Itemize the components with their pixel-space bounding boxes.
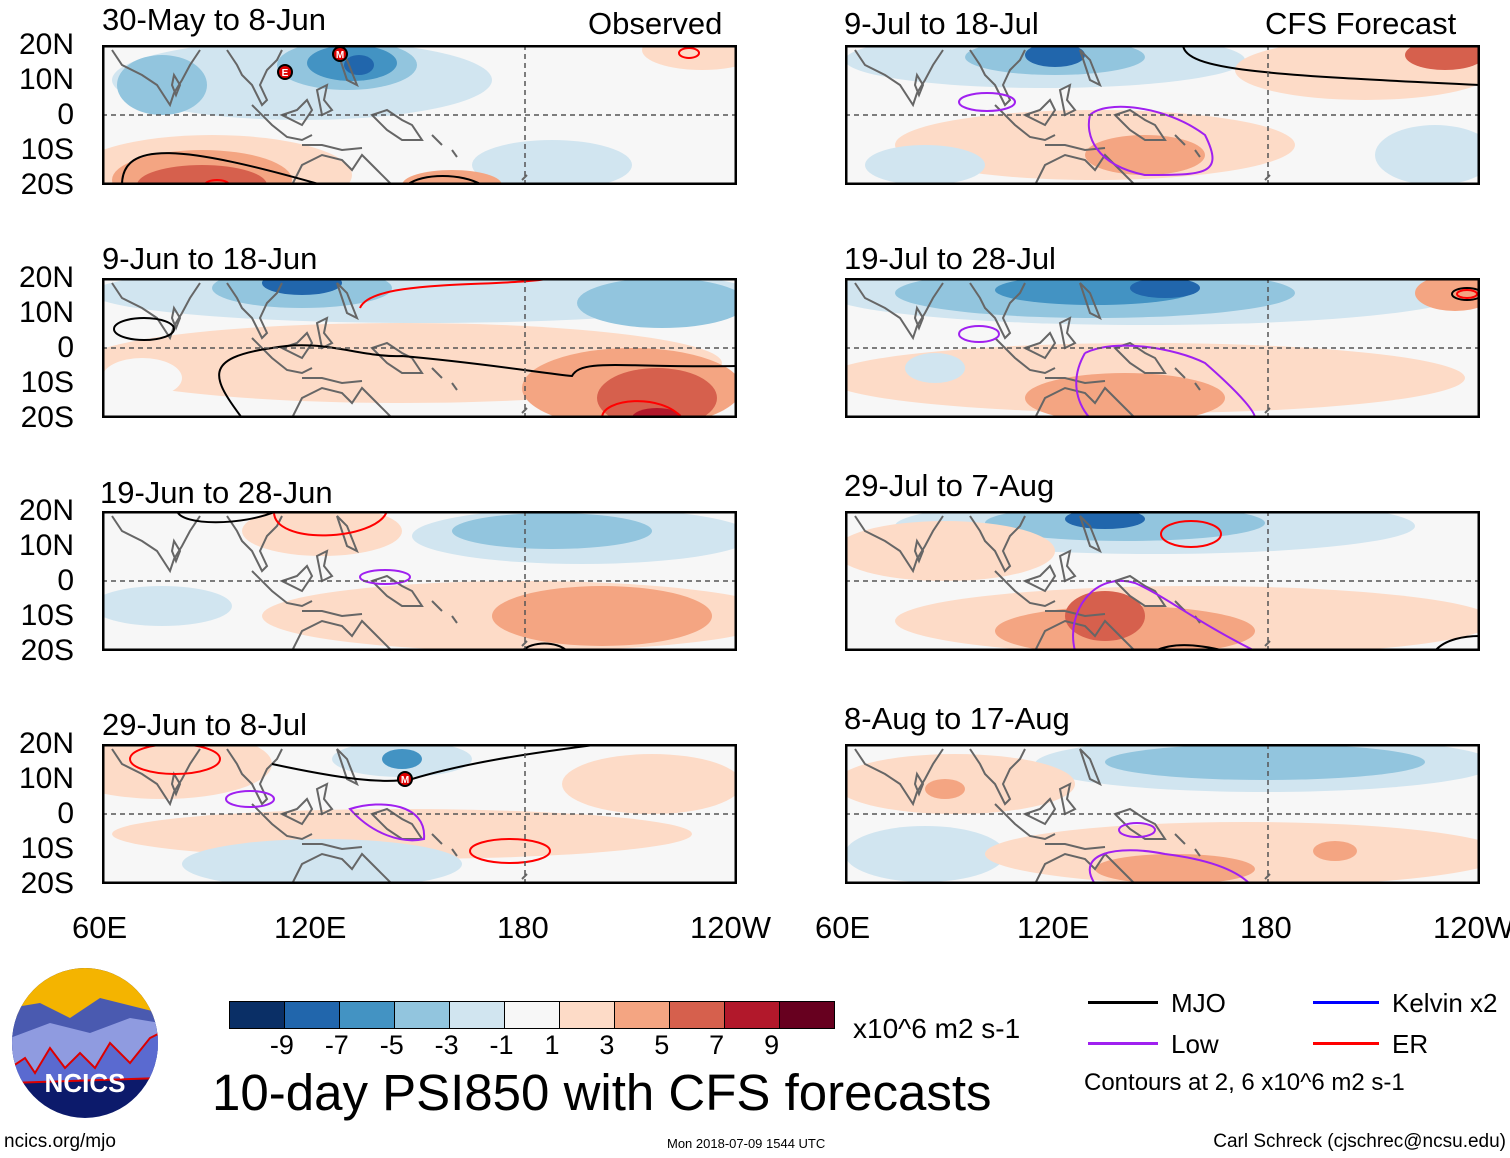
y-tick-label: 10N [18, 296, 74, 329]
colorbar-label: 7 [709, 1030, 725, 1060]
colorbar-label: -1 [489, 1030, 514, 1060]
panel-title: 30-May to 8-Jun [102, 2, 326, 37]
footer-credit: Carl Schreck (cjschrec@ncsu.edu) [1213, 1131, 1506, 1152]
y-tick-label: 0 [57, 797, 74, 830]
colorbar-label: 3 [599, 1030, 615, 1060]
colorbar-swatch [505, 1002, 560, 1028]
y-tick-label: 10S [20, 832, 74, 865]
map-panel-forecast-2 [845, 278, 1480, 418]
colorbar [229, 1001, 835, 1029]
colorbar-swatch [670, 1002, 725, 1028]
contour-note: Contours at 2, 6 x10^6 m2 s-1 [1084, 1069, 1405, 1096]
colorbar-swatch [560, 1002, 615, 1028]
panel-title: 29-Jun to 8-Jul [102, 707, 308, 742]
colorbar-label: -7 [324, 1030, 349, 1060]
colorbar-label: -3 [434, 1030, 459, 1060]
x-tick-label: 60E [815, 910, 871, 945]
map-panel-observed-3 [102, 511, 737, 651]
map-panel-forecast-4 [845, 744, 1480, 884]
panel-title: 9-Jun to 18-Jun [102, 241, 318, 276]
legend-line-mjo [1088, 1001, 1158, 1004]
colorbar-swatch [725, 1002, 780, 1028]
column-header-observed: Observed [588, 6, 723, 41]
y-tick-label: 0 [57, 98, 74, 131]
colorbar-label: -9 [269, 1030, 294, 1060]
anomaly-region [117, 55, 207, 115]
y-tick-label: 0 [57, 564, 74, 597]
storm-marker-icon: E [277, 64, 293, 80]
legend-label: MJO [1171, 988, 1226, 1018]
y-tick-label: 20S [20, 634, 74, 667]
x-tick-label: 120W [690, 910, 771, 945]
legend-line-kelvin [1313, 1001, 1379, 1004]
colorbar-swatch [230, 1002, 285, 1028]
legend-label: Kelvin x2 [1392, 988, 1498, 1018]
figure-title: 10-day PSI850 with CFS forecasts [212, 1064, 992, 1121]
y-tick-label: 20S [20, 168, 74, 201]
y-tick-label: 20S [20, 867, 74, 900]
y-tick-label: 10S [20, 133, 74, 166]
legend-line-er [1313, 1042, 1379, 1045]
y-tick-label: 10N [18, 762, 74, 795]
y-tick-label: 20N [18, 494, 74, 527]
colorbar-swatch [285, 1002, 340, 1028]
mjo-contour [121, 152, 323, 185]
panel-title: 8-Aug to 17-Aug [844, 701, 1070, 736]
er-contour [678, 47, 700, 59]
map-panel-observed-2 [102, 278, 737, 418]
colorbar-swatch [615, 1002, 670, 1028]
svg-text:E: E [282, 68, 289, 79]
y-tick-label: 10N [18, 529, 74, 562]
column-header-cfs-forecast: CFS Forecast [1265, 6, 1457, 41]
colorbar-swatch [780, 1002, 834, 1028]
map-panel-forecast-1 [845, 45, 1480, 185]
x-tick-label: 180 [1240, 910, 1292, 945]
panel-title: 29-Jul to 7-Aug [844, 468, 1055, 503]
colorbar-label: 5 [654, 1030, 670, 1060]
colorbar-label: 1 [544, 1030, 560, 1060]
footer-url[interactable]: ncics.org/mjo [4, 1131, 116, 1152]
x-tick-label: 120E [1017, 910, 1090, 945]
footer-timestamp: Mon 2018-07-09 1544 UTC [667, 1136, 826, 1151]
y-tick-label: 20N [18, 727, 74, 760]
panel-title: 9-Jul to 18-Jul [844, 6, 1039, 41]
x-tick-label: 180 [497, 910, 549, 945]
legend-label: ER [1392, 1029, 1429, 1059]
colorbar-swatch [340, 1002, 395, 1028]
panel-title: 19-Jun to 28-Jun [100, 475, 333, 510]
x-tick-label: 120E [274, 910, 347, 945]
anomaly-region [137, 165, 267, 185]
logo-text: NCICS [45, 1068, 126, 1098]
colorbar-units: x10^6 m2 s-1 [853, 1013, 1021, 1044]
storm-marker-icon: M [397, 771, 413, 787]
y-tick-label: 10S [20, 366, 74, 399]
legend-label: Low [1171, 1029, 1219, 1059]
colorbar-label: -5 [379, 1030, 404, 1060]
map-panel-observed-1: E M [102, 45, 737, 185]
x-tick-label: 120W [1433, 910, 1510, 945]
panel-title: 19-Jul to 28-Jul [844, 241, 1056, 276]
colorbar-label: 9 [764, 1030, 780, 1060]
anomaly-region [472, 140, 632, 185]
x-tick-label: 60E [72, 910, 128, 945]
y-tick-label: 10S [20, 599, 74, 632]
y-tick-label: 0 [57, 331, 74, 364]
map-panel-observed-4: M [102, 744, 737, 884]
svg-text:M: M [401, 775, 409, 786]
y-tick-label: 20N [18, 28, 74, 61]
mjo-contour [406, 175, 483, 185]
storm-marker-icon: M [332, 46, 348, 62]
svg-text:M: M [336, 50, 344, 61]
ncics-logo: NCICS [10, 968, 160, 1118]
colorbar-swatch [395, 1002, 450, 1028]
y-tick-label: 20N [18, 261, 74, 294]
er-contour [204, 179, 230, 185]
y-tick-label: 10N [18, 63, 74, 96]
legend-line-low [1088, 1042, 1158, 1045]
map-panel-forecast-3 [845, 511, 1480, 651]
colorbar-swatch [450, 1002, 505, 1028]
anomaly-region [402, 170, 502, 185]
y-tick-label: 20S [20, 401, 74, 434]
